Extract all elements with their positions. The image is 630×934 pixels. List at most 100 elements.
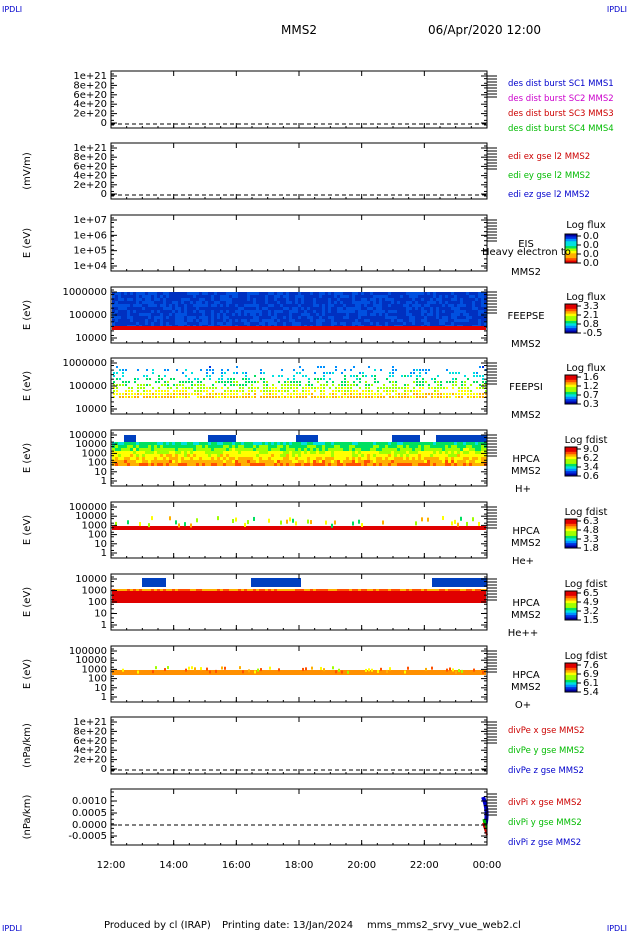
spectrogram-cell (313, 319, 316, 322)
spectrogram-cell (220, 313, 223, 316)
spectrogram-cell (424, 310, 427, 313)
spectrogram-cell (343, 454, 346, 457)
spectrogram-cell (160, 589, 163, 591)
spectrogram-cell (448, 454, 451, 457)
spectrogram-cell (368, 366, 370, 368)
spectrogram-cell (137, 393, 139, 395)
spectrogram-cell (181, 316, 184, 319)
spectrogram-cell (148, 442, 151, 445)
spectrogram-cell (305, 396, 307, 398)
spectrogram-cell (328, 457, 331, 460)
spectrogram-cell (307, 451, 310, 454)
spectrogram-cell (298, 442, 301, 445)
spectrogram-cell (334, 292, 337, 295)
spectrogram-cell (164, 375, 166, 377)
spectrogram-cell (254, 396, 256, 398)
spectrogram-cell (343, 448, 346, 451)
spectrogram-cell (334, 316, 337, 319)
spectrogram-cell (250, 292, 253, 295)
spectrogram-cell (313, 310, 316, 313)
spectrogram-cell (287, 384, 289, 386)
spectrogram-cell (370, 295, 373, 298)
spectrogram-cell (482, 381, 484, 383)
spectrogram-cell (223, 298, 226, 301)
spectrogram-cell (182, 384, 184, 386)
spectrogram-cell (239, 396, 241, 398)
spectrogram-cell (391, 292, 394, 295)
spectrogram-cell (268, 298, 271, 301)
spectrogram-cell (400, 304, 403, 307)
spectrogram-cell (430, 313, 433, 316)
spectrogram-cell (205, 298, 208, 301)
spectrogram-cell (217, 457, 220, 460)
spectrogram-cell (403, 295, 406, 298)
spectrogram-cell (403, 451, 406, 454)
spectrogram-cell (343, 457, 346, 460)
spectrogram-cell (466, 304, 469, 307)
spectrogram-cell (371, 384, 373, 386)
colorbar-swatch (565, 255, 577, 259)
spectrogram-cell (226, 463, 229, 466)
spectrogram-cell (394, 445, 397, 448)
spectrogram-cell (395, 369, 397, 371)
spectrogram-cell (118, 301, 121, 304)
spectrogram-cell (382, 442, 385, 445)
spectrogram-cell (133, 307, 136, 310)
spectrogram-cell (292, 589, 295, 591)
spectrogram-cell (368, 396, 370, 398)
spectrogram-cell (355, 304, 358, 307)
panel-frame (110, 70, 488, 129)
spectrogram-cell (115, 319, 118, 322)
spectrogram-cell (370, 304, 373, 307)
spectrogram-cell (446, 369, 448, 371)
spectrogram-cell (445, 307, 448, 310)
spectrogram-cell (379, 295, 382, 298)
spectrogram-cell (274, 304, 277, 307)
y-tick-label: 10000 (75, 574, 107, 585)
spectrogram-cell (415, 301, 418, 304)
spectrogram-cell (227, 369, 229, 371)
spectrogram-cell (457, 304, 460, 307)
spectrogram-cell (190, 457, 193, 460)
spectrogram-cell (439, 457, 442, 460)
spectrogram-cell (185, 381, 187, 383)
spectrogram-cell (151, 316, 154, 319)
spectrogram-cell (448, 322, 451, 325)
spectrogram-cell (392, 372, 394, 374)
spectrogram-cell (161, 378, 163, 380)
spectrogram-cell (337, 460, 340, 463)
spectrogram-cell (214, 589, 217, 591)
spectrogram-cell (433, 463, 436, 466)
spectrogram-cell (359, 393, 361, 395)
spectrogram-cell (394, 310, 397, 313)
spectrogram-cell (322, 292, 325, 295)
colorbar-swatch (565, 241, 577, 245)
spectrogram-cell (163, 292, 166, 295)
spectrogram-cell (478, 589, 481, 591)
spectrogram-cell (193, 316, 196, 319)
spectrogram-cell (232, 589, 235, 591)
spectrogram-cell (335, 390, 337, 392)
spectrogram-cell (347, 390, 349, 392)
spectrogram-cell (251, 390, 253, 392)
spectrogram-cell (244, 451, 247, 454)
spectrogram-cell (313, 295, 316, 298)
spectrogram-cell (226, 457, 229, 460)
spectrogram-cell (295, 307, 298, 310)
spectrogram-cell (346, 451, 349, 454)
spectrogram-cell (244, 457, 247, 460)
spectrogram-cell (290, 381, 292, 383)
instrument-spacecraft-label: MMS2 (511, 339, 541, 350)
spectrogram-cell (478, 310, 481, 313)
spectrogram-cell (259, 589, 262, 591)
spectrogram-cell (145, 589, 148, 591)
spectrogram-cell (151, 457, 154, 460)
spectrogram-cell (145, 451, 148, 454)
spectrogram-cell (382, 298, 385, 301)
spectrogram-cell (200, 667, 202, 671)
spectrogram-cell (425, 369, 427, 371)
spectrogram-cell (188, 378, 190, 380)
spectrogram-cell (307, 454, 310, 457)
spectrogram-cell (274, 316, 277, 319)
spectrogram-cell (220, 457, 223, 460)
